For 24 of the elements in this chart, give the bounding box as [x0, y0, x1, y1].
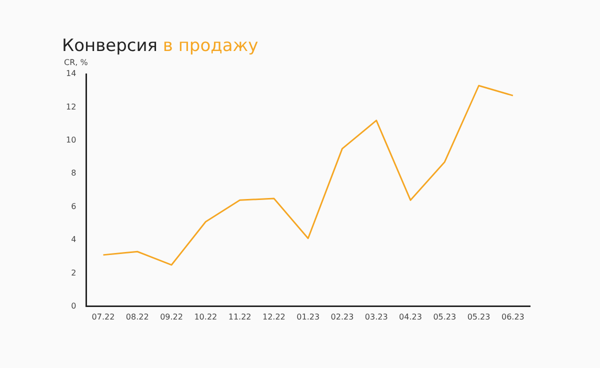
- x-tick-label: 08.22: [126, 312, 149, 322]
- y-tick-label: 0: [71, 301, 76, 310]
- x-tick-label: 03.23: [364, 312, 388, 322]
- y-tick-label: 4: [71, 235, 76, 244]
- y-tick-label: 10: [66, 135, 76, 144]
- x-tick-label: 02.23: [330, 312, 354, 322]
- x-tick-label: 10.22: [194, 312, 218, 322]
- y-tick-label: 14: [66, 69, 76, 78]
- x-tick-label: 09.22: [160, 312, 183, 322]
- x-tick-label: 01.23: [296, 312, 320, 322]
- x-tick-label: 04.23: [399, 312, 422, 322]
- x-tick-label: 12.22: [262, 312, 286, 322]
- x-tick-label: 06.23: [501, 312, 524, 322]
- y-axis-title: CR, %: [64, 58, 88, 67]
- chart-title: Конверсия: [62, 36, 158, 56]
- y-tick-label: 8: [71, 168, 76, 178]
- y-tick-label: 2: [71, 268, 76, 278]
- y-tick-label: 12: [66, 102, 76, 112]
- chart-subtitle: в продажу: [162, 36, 258, 56]
- y-tick-label: 6: [71, 202, 76, 211]
- x-tick-label: 11.22: [228, 312, 252, 322]
- x-tick-label: 05.23: [467, 312, 490, 322]
- x-tick-label: 07.22: [92, 312, 115, 322]
- x-tick-label: 05.23: [433, 312, 456, 322]
